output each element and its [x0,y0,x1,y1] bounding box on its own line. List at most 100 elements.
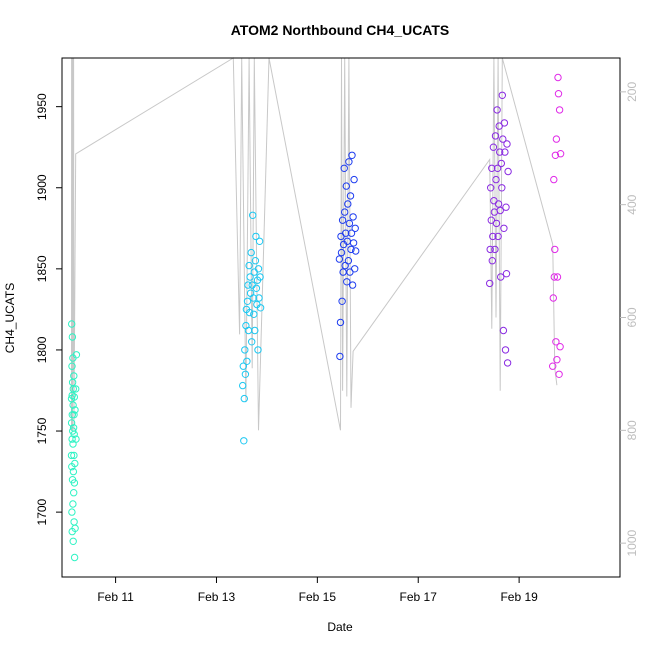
data-point [351,224,359,233]
data-point [344,257,353,265]
y-tick-label: 1850 [35,255,49,282]
data-point [256,304,265,312]
data-point [71,459,79,468]
x-tick-label: Feb 19 [500,590,538,604]
data-point [69,427,77,435]
data-point [347,229,356,237]
data-point [249,294,258,302]
data-point [341,208,349,216]
data-point [241,370,250,378]
x-axis: Feb 11 Feb 13 Feb 15 Feb 17 Feb 19 [97,577,538,604]
data-point [554,73,562,82]
data-point [500,119,509,127]
data-point [492,175,500,184]
data-point [243,357,251,365]
data-points [67,73,565,562]
data-point [500,224,508,233]
x-tick-label: Feb 17 [400,590,438,604]
data-point [345,158,353,166]
data-point [68,320,76,328]
data-point [348,281,357,289]
data-point [68,435,76,443]
data-point [240,394,249,403]
data-point [69,385,78,393]
data-point [490,197,498,205]
data-point [69,401,77,409]
data-point [493,106,501,114]
y-tick-label: 1950 [35,93,49,120]
data-point [338,297,346,305]
data-point [70,411,78,419]
data-point [255,294,263,302]
data-point [553,356,561,364]
data-point [499,326,508,335]
data-point [349,239,358,247]
data-point [351,265,359,273]
pressure-profile-line [71,57,558,431]
y2-tick-label: 1000 [625,529,639,556]
data-point [554,90,563,98]
data-point [487,216,495,224]
data-point [240,437,248,445]
data-point [502,270,511,278]
data-point [550,175,558,184]
data-point [71,406,79,414]
data-point [69,500,77,508]
data-point [348,151,356,160]
data-point [555,370,563,378]
data-point [350,175,358,184]
data-point [246,273,254,281]
data-point [68,362,76,370]
data-point [244,281,252,289]
data-point [242,321,250,330]
data-point [72,351,81,359]
data-point [252,232,260,241]
y-tick-label: 1700 [35,498,49,525]
data-point [70,430,78,438]
data-point [503,359,512,367]
data-point [70,489,78,497]
data-point [70,372,78,380]
data-point [498,184,506,192]
chart-title: ATOM2 Northbound CH4_UCATS [231,22,450,38]
data-point [69,537,77,545]
data-point [338,216,347,224]
data-point [245,308,254,317]
data-point [336,318,345,327]
data-point [72,435,80,443]
data-point [550,273,558,281]
data-point [551,151,560,160]
y2-tick-label: 600 [625,307,639,327]
data-point [256,273,264,281]
data-point [352,247,360,255]
data-point [486,279,494,288]
data-point [489,232,497,241]
data-point [252,284,261,292]
data-point [251,257,260,265]
data-point [239,381,247,390]
data-point [243,297,252,305]
data-point [553,273,562,281]
data-point [492,219,501,228]
data-point [555,106,564,114]
data-point [499,135,507,143]
data-point [488,257,496,265]
data-point [552,338,560,346]
y-axis: 1700 1750 1800 1850 1900 1950 [35,93,62,525]
data-point [254,265,263,273]
data-point [491,132,500,140]
data-point [335,255,344,263]
data-point [255,237,264,246]
data-point [239,362,248,370]
data-point [254,346,262,354]
data-point [349,213,357,221]
right-y-axis: 200 400 600 800 1000 [620,82,639,557]
data-point [494,232,502,241]
x-axis-label: Date [327,620,353,634]
data-point [245,261,253,270]
data-point [70,479,79,487]
data-point [71,524,79,532]
data-point [337,248,346,257]
data-point [342,182,350,190]
